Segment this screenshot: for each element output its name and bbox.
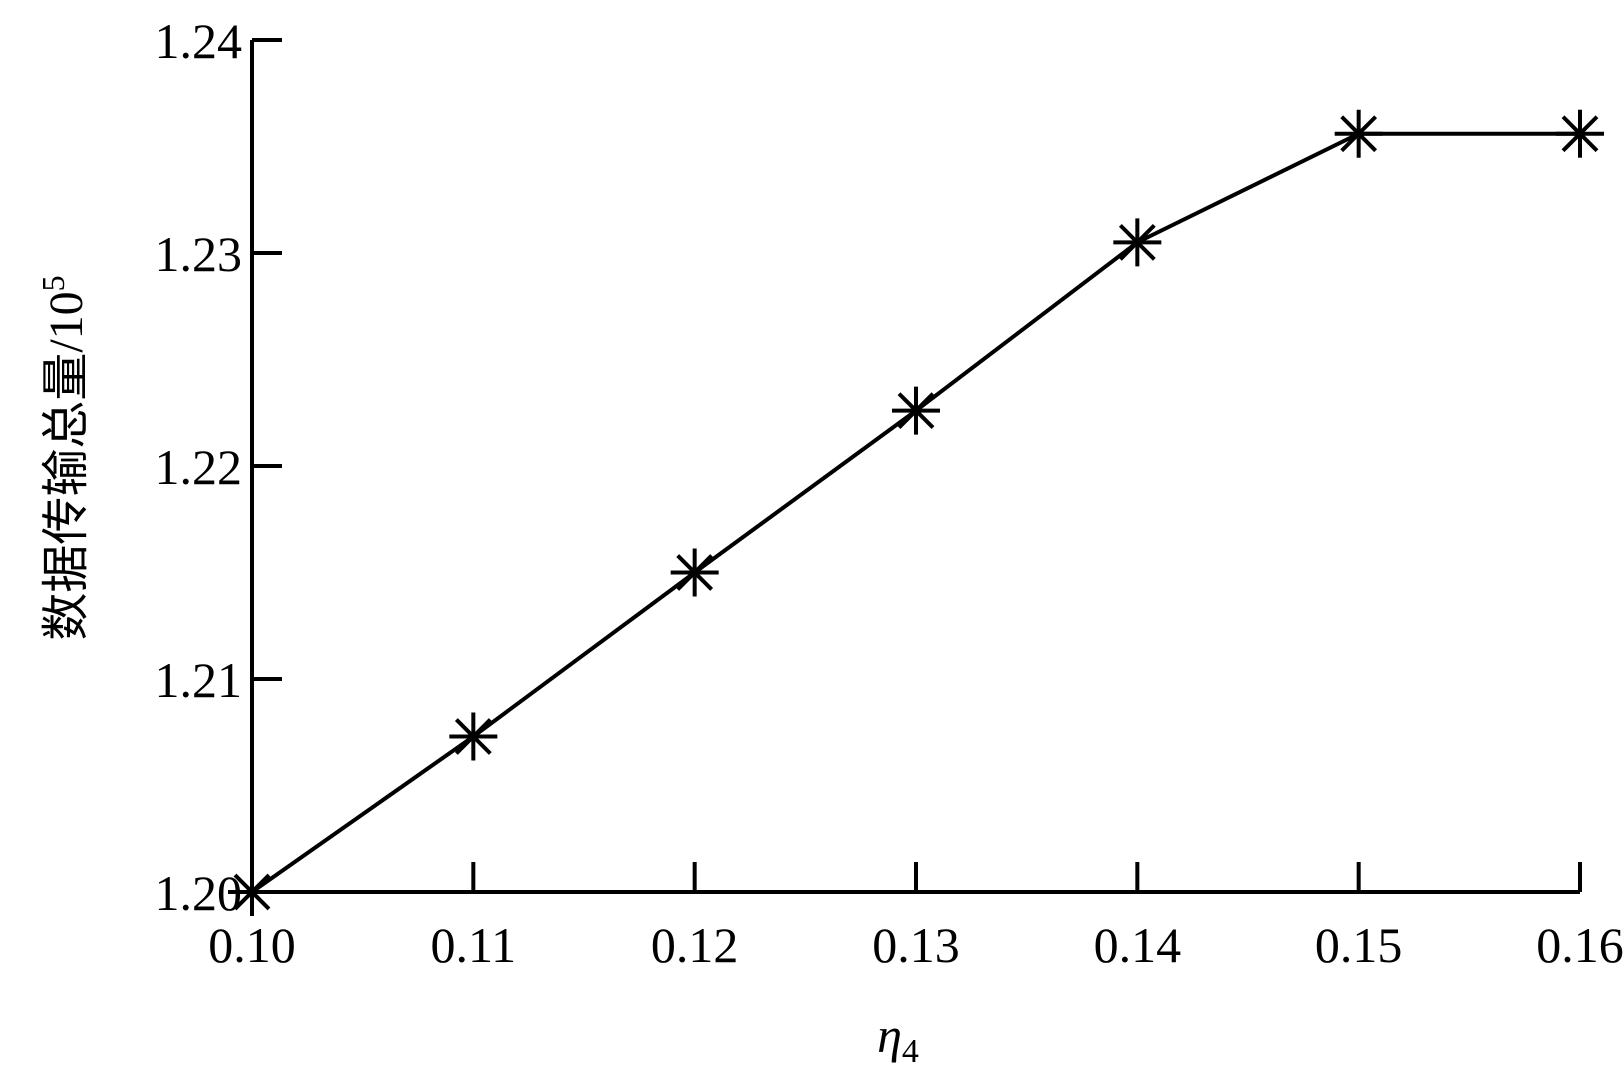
data-point-stroke xyxy=(454,718,492,755)
y-tick-label: 1.20 xyxy=(155,865,243,921)
data-point xyxy=(892,386,940,435)
data-point-stroke xyxy=(1561,115,1599,153)
data-point xyxy=(670,548,719,597)
y-ticks: 1.20 1.21 1.22 1.23 1.24 xyxy=(155,13,282,921)
data-point xyxy=(449,712,498,761)
y-tick-label: 1.24 xyxy=(155,13,243,69)
series-line xyxy=(250,131,1580,894)
data-point-stroke xyxy=(1340,115,1378,153)
data-point-stroke xyxy=(233,873,271,911)
x-tick-label: 0.14 xyxy=(1094,917,1182,973)
x-ticks: 0.10 0.11 0.12 0.13 0.14 0.15 0.16 xyxy=(208,862,1624,973)
x-tick-label: 0.11 xyxy=(431,917,517,973)
x-axis-label: η4 xyxy=(877,1007,919,1068)
x-tick-label: 0.15 xyxy=(1315,917,1403,973)
data-point-stroke xyxy=(676,554,714,591)
y-tick-label: 1.21 xyxy=(155,652,243,708)
data-point xyxy=(1556,109,1604,158)
x-tick-label: 0.12 xyxy=(651,917,739,973)
data-point-stroke xyxy=(897,392,935,430)
x-tick-label: 0.13 xyxy=(872,917,960,973)
data-point xyxy=(1113,218,1162,267)
data-point xyxy=(1334,109,1383,158)
y-tick-label: 1.23 xyxy=(155,226,243,282)
x-tick-label: 0.16 xyxy=(1536,917,1624,973)
data-point-stroke xyxy=(1118,223,1156,261)
series-layer xyxy=(228,109,1604,916)
y-tick-label: 1.22 xyxy=(155,439,243,495)
axes xyxy=(250,40,1580,894)
x-tick-label: 0.10 xyxy=(208,917,296,973)
y-axis-label: 数据传输总量/105 xyxy=(35,275,93,640)
data-point xyxy=(228,868,276,916)
